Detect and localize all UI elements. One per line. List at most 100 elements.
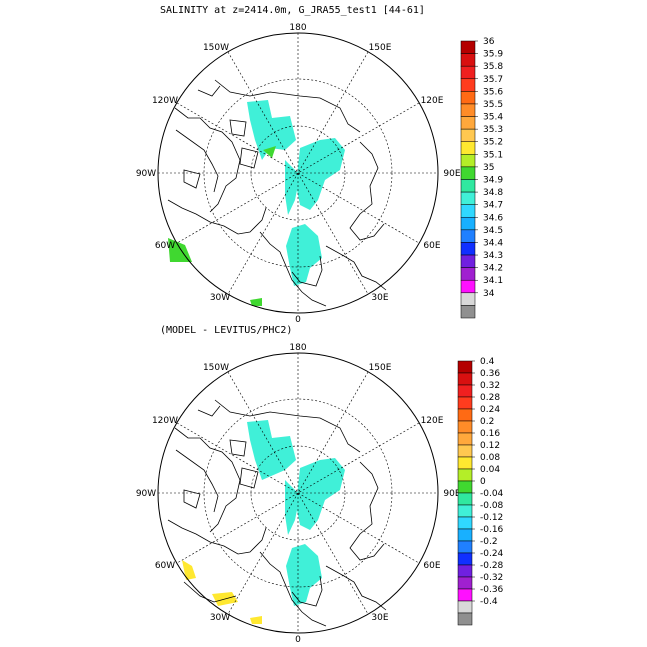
bottom-colorbar-swatch <box>457 480 473 494</box>
top-lon-label-30e: 30E <box>371 293 388 303</box>
bottom-map-boundary <box>157 352 439 634</box>
bottom-colorbar-swatch <box>457 384 473 398</box>
top-lon-label-90w: 90W <box>136 169 156 179</box>
bottom-colorbar-label: 0.04 <box>480 465 500 475</box>
top-colorbar-swatch <box>460 305 476 319</box>
bottom-colorbar-label: 0.2 <box>480 417 494 427</box>
top-lon-label-30w: 30W <box>210 293 230 303</box>
bottom-colorbar-label: 0.24 <box>480 405 500 415</box>
bottom-colorbar-swatch <box>457 588 473 602</box>
bottom-yellow-patch-3 <box>250 616 262 624</box>
top-coastlines <box>167 79 387 307</box>
bottom-colorbar-swatch <box>457 372 473 386</box>
top-colorbar-label: 35.5 <box>483 100 503 110</box>
bottom-difference-field-4 <box>286 544 322 606</box>
bottom-colorbar-label: -0.36 <box>480 585 504 595</box>
bottom-colorbar-label: 0.32 <box>480 381 500 391</box>
bottom-lon-label-120w: 120W <box>152 416 178 426</box>
bottom-difference-field-1 <box>247 420 296 480</box>
bottom-colorbar-label: 0.36 <box>480 369 500 379</box>
top-colorbar-label: 35.6 <box>483 87 503 97</box>
bottom-colorbar-swatch <box>457 504 473 518</box>
bottom-colorbar: 0.4 0.36 0.32 0.28 0.24 0.2 0.16 0.12 0.08 0.04 0 -… <box>457 357 504 626</box>
bottom-graticule <box>158 353 438 633</box>
top-colorbar-swatch <box>460 166 476 180</box>
top-colorbar-label: 35.7 <box>483 75 503 85</box>
bottom-colorbar-label: -0.24 <box>480 549 504 559</box>
top-colorbar-swatch <box>460 242 476 256</box>
top-colorbar: 36 35.9 35.8 35.7 35.6 35.5 35.4 35.3 35.2 35.1 35… <box>460 37 503 319</box>
bottom-lon-label-60e: 60E <box>423 561 440 571</box>
top-colorbar-label: 34.5 <box>483 226 503 236</box>
bottom-lon-label-30e: 30E <box>371 613 388 623</box>
top-lon-label-120w: 120W <box>152 96 178 106</box>
bottom-colorbar-label: -0.04 <box>480 489 504 499</box>
top-colorbar-label: 34.4 <box>483 238 503 248</box>
bottom-colorbar-label: -0.16 <box>480 525 504 535</box>
bottom-colorbar-swatch <box>457 360 473 374</box>
top-colorbar-label: 35.4 <box>483 113 503 123</box>
top-lon-label-0: 0 <box>295 315 301 325</box>
top-colorbar-swatch <box>460 191 476 205</box>
top-colorbar-swatch <box>460 40 476 54</box>
bottom-colorbar-label: -0.08 <box>480 501 504 511</box>
top-colorbar-swatch <box>460 179 476 193</box>
bottom-lon-label-90w: 90W <box>136 489 156 499</box>
top-colorbar-swatch <box>460 103 476 117</box>
bottom-lon-label-90e: 90E <box>443 489 460 499</box>
top-lon-label-120e: 120E <box>421 96 444 106</box>
top-colorbar-swatch <box>460 204 476 218</box>
top-panel: SALINITY at z=2414.0m, G_JRA55_test1 [44… <box>136 5 503 325</box>
bottom-coastlines <box>167 399 387 627</box>
top-green-patch-3 <box>250 298 262 306</box>
top-colorbar-label: 35.9 <box>483 50 503 60</box>
top-colorbar-swatch <box>460 254 476 268</box>
top-salinity-field-2 <box>296 138 345 210</box>
top-colorbar-swatch <box>460 267 476 281</box>
bottom-colorbar-swatch <box>457 600 473 614</box>
top-colorbar-swatch <box>460 141 476 155</box>
top-colorbar-swatch <box>460 65 476 80</box>
bottom-lon-label-150w: 150W <box>203 363 229 373</box>
top-lon-label-150w: 150W <box>203 43 229 53</box>
top-green-patch-2 <box>168 238 192 262</box>
bottom-colorbar-swatch <box>457 408 473 422</box>
bottom-colorbar-swatch <box>457 432 473 446</box>
top-colorbar-label: 34 <box>483 289 495 299</box>
top-colorbar-label: 34.9 <box>483 176 503 186</box>
bottom-colorbar-swatch <box>457 516 473 530</box>
bottom-colorbar-swatch <box>457 540 473 554</box>
top-colorbar-label: 34.7 <box>483 201 503 211</box>
top-colorbar-label: 35 <box>483 163 494 173</box>
top-colorbar-label: 34.6 <box>483 213 503 223</box>
top-colorbar-swatch <box>460 116 476 130</box>
bottom-colorbar-label: -0.12 <box>480 513 503 523</box>
bottom-colorbar-label: -0.2 <box>480 537 498 547</box>
top-longitude-labels: 180 150E 120E 90E 60E 30E 0 30W 60W 90W … <box>136 23 461 325</box>
top-panel-title: SALINITY at z=2414.0m, G_JRA55_test1 [44… <box>160 5 425 16</box>
top-colorbar-label: 34.8 <box>483 188 503 198</box>
bottom-colorbar-label: -0.32 <box>480 573 503 583</box>
top-lon-label-150e: 150E <box>369 43 392 53</box>
top-map <box>157 32 439 314</box>
top-colorbar-swatch <box>460 279 476 294</box>
bottom-difference-field-2 <box>296 458 345 530</box>
bottom-colorbar-swatch <box>457 468 473 482</box>
bottom-colorbar-swatch <box>457 444 473 458</box>
top-colorbar-label: 35.1 <box>483 150 503 160</box>
bottom-colorbar-swatch <box>457 420 473 434</box>
top-map-boundary <box>157 32 439 314</box>
bottom-panel-title: (MODEL - LEVITUS/PHC2) <box>160 325 292 336</box>
bottom-colorbar-label: -0.28 <box>480 561 504 571</box>
top-colorbar-swatch <box>460 128 476 142</box>
bottom-colorbar-swatch <box>457 564 473 578</box>
bottom-colorbar-label: 0 <box>480 477 486 487</box>
top-colorbar-label: 36 <box>483 37 495 47</box>
top-colorbar-swatch <box>460 154 476 168</box>
top-colorbar-label: 34.1 <box>483 276 503 286</box>
top-colorbar-label: 34.3 <box>483 251 503 261</box>
bottom-lon-label-120e: 120E <box>421 416 444 426</box>
top-colorbar-label: 35.8 <box>483 62 503 72</box>
bottom-colorbar-label: 0.08 <box>480 453 500 463</box>
